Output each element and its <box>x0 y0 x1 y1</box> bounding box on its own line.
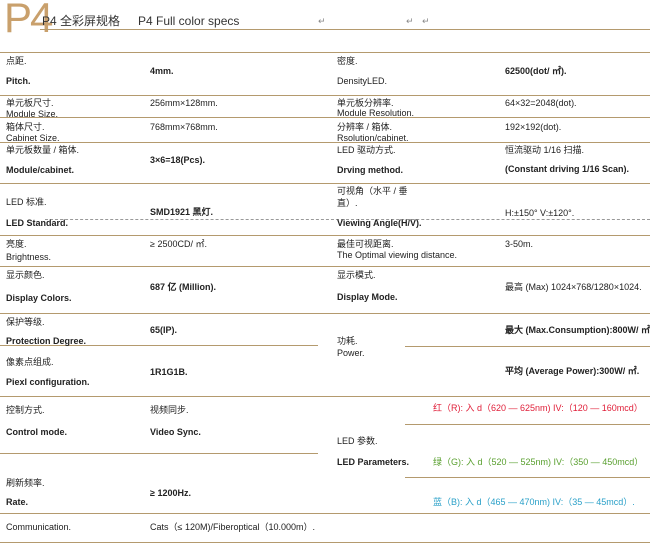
value-max: 最大 (Max.Consumption):800W/ ㎡. <box>505 325 650 335</box>
label-cn: 密度. <box>337 56 358 66</box>
rule <box>405 424 650 425</box>
value: 3×6=18(Pcs). <box>150 155 206 165</box>
value-average: 平均 (Average Power):300W/ ㎡. <box>505 366 640 376</box>
value: Video Sync. <box>150 427 201 437</box>
label-cn: 亮度. <box>6 239 27 249</box>
label-cn: LED 驱动方式. <box>337 145 396 155</box>
value: 4mm. <box>150 66 174 76</box>
led-blue-spec: 蓝（B): 入 d（465 — 470nm) IV:（35 — 45mcd）. <box>433 497 635 507</box>
value: 687 亿 (Million). <box>150 282 217 292</box>
label-en: LED Parameters. <box>337 457 410 467</box>
label-cn: 点距. <box>6 56 27 66</box>
value: 1R1G1B. <box>150 367 188 377</box>
value: 3-50m. <box>505 239 534 249</box>
title-en: P4 Full color specs <box>138 14 240 28</box>
rule <box>0 453 318 454</box>
rule <box>0 266 650 267</box>
value: ≥ 2500CD/ ㎡. <box>150 239 207 249</box>
value: 64×32=2048(dot). <box>505 98 577 108</box>
label-en: The Optimal viewing distance. <box>337 250 458 260</box>
label-cn: 单元板尺寸. <box>6 98 54 108</box>
value: 768mm×768mm. <box>150 122 218 132</box>
rule <box>0 95 650 96</box>
label-en: Rsolution/cabinet. <box>337 133 409 143</box>
value: 恒流驱动 1/16 扫描. <box>505 145 585 155</box>
value-2: (Constant driving 1/16 Scan). <box>505 164 630 174</box>
rule <box>0 396 650 397</box>
dashed-rule <box>45 219 650 220</box>
label-cn: 控制方式. <box>6 405 45 415</box>
value-cn: 视频同步. <box>150 405 189 415</box>
label-en: Power. <box>337 348 365 358</box>
label-en: Piexl configuration. <box>6 377 90 387</box>
label-cn: LED 标准. <box>6 197 47 207</box>
label-en: Display Mode. <box>337 292 398 302</box>
label-cn: 单元板数量 / 箱体. <box>6 145 80 155</box>
label-cn: 功耗. <box>337 336 358 346</box>
title-cn: P4 全彩屏规格 <box>42 14 121 28</box>
rule <box>0 542 650 543</box>
rule <box>405 477 650 478</box>
rule <box>0 235 650 236</box>
value: SMD1921 黑灯. <box>150 207 214 217</box>
value: 192×192(dot). <box>505 122 562 132</box>
led-red-spec: 红（R): 入 d（620 — 625nm) IV:（120 — 160mcd） <box>433 403 643 413</box>
label-cn: 单元板分辨率. <box>337 98 394 108</box>
label-cn: 显示颜色. <box>6 270 45 280</box>
rule <box>0 52 650 53</box>
value: ≥ 1200Hz. <box>150 488 191 498</box>
label-en: Rate. <box>6 497 29 507</box>
label-cn: 显示模式. <box>337 270 376 280</box>
rule <box>0 142 650 143</box>
label-en: Viewing Angle(H/V). <box>337 218 422 228</box>
label-en: Pitch. <box>6 76 31 86</box>
label-en: Brightness. <box>6 252 52 262</box>
rule <box>40 29 650 30</box>
led-green-spec: 绿（G): 入 d（520 — 525nm) IV:（350 — 450mcd） <box>433 457 644 467</box>
label-cn: 刷新频率. <box>6 478 45 488</box>
value: Cats（≤ 120M)/Fiberoptical（10.000m）. <box>150 522 316 532</box>
label-en: Drving method. <box>337 165 404 175</box>
label-cn: 最佳可视距离. <box>337 239 394 249</box>
label-en: LED Standard. <box>6 218 69 228</box>
label-en: Protection Degree. <box>6 336 87 346</box>
label-cn: 像素点组成. <box>6 357 54 367</box>
rule <box>0 513 650 514</box>
value: H:±150° V:±120°. <box>505 208 575 218</box>
value: 最高 (Max) 1024×768/1280×1024. <box>505 282 642 292</box>
label-en: DensityLED. <box>337 76 388 86</box>
label-en: Module Size. <box>6 109 59 119</box>
label-cn-2: 直）. <box>337 198 358 208</box>
rule <box>0 117 650 118</box>
label-en: Module/cabinet. <box>6 165 75 175</box>
return-mark: ↵ <box>422 16 430 26</box>
label-cn: 可视角（水平 / 垂 <box>337 186 408 196</box>
rule <box>0 313 650 314</box>
rule <box>405 346 650 347</box>
label-cn: 保护等级. <box>6 317 45 327</box>
rule <box>0 183 650 184</box>
label-en: Control mode. <box>6 427 67 437</box>
label-en: Module Resolution. <box>337 108 415 118</box>
value: 65(IP). <box>150 325 178 335</box>
label-en: Display Colors. <box>6 293 72 303</box>
label-cn: 箱体尺寸. <box>6 122 45 132</box>
value: 256mm×128mm. <box>150 98 218 108</box>
label-en: Communication. <box>6 522 72 532</box>
logo-p4: P4 <box>4 0 53 41</box>
label-en: Cabinet Size. <box>6 133 60 143</box>
rule <box>0 345 318 346</box>
label-cn: LED 参数. <box>337 436 378 446</box>
return-mark: ↵ <box>318 16 326 26</box>
return-mark: ↵ <box>406 16 414 26</box>
label-cn: 分辨率 / 箱体. <box>337 122 393 132</box>
value: 62500(dot/ ㎡). <box>505 66 567 76</box>
